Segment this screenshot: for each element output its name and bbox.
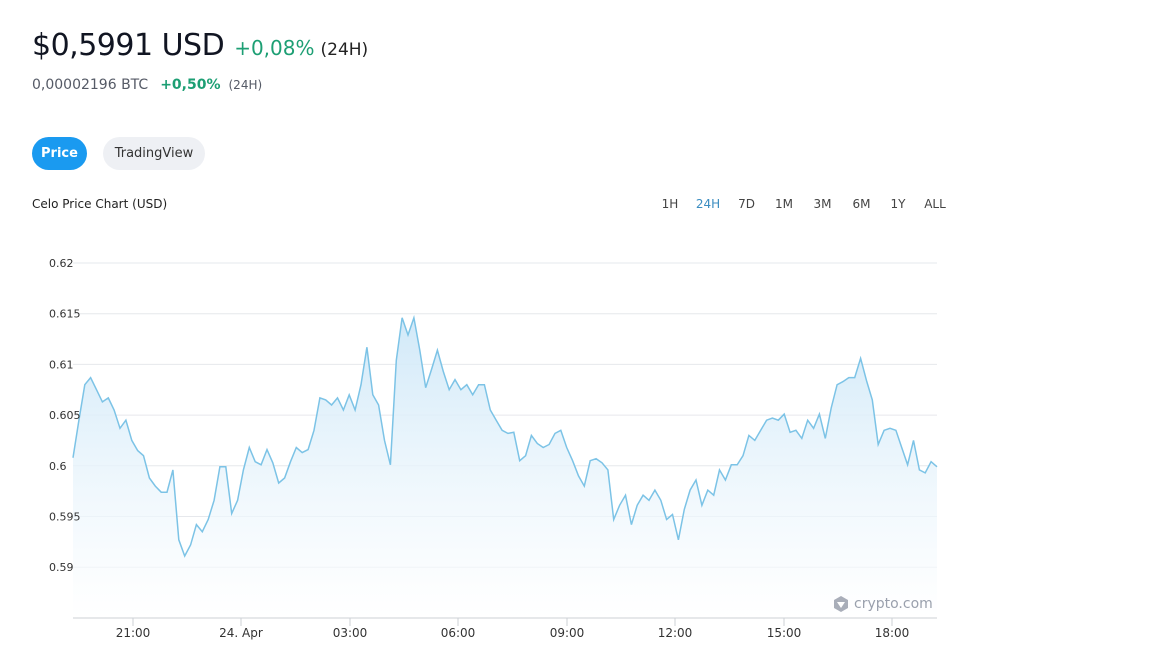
y-tick-label: 0.605 <box>49 409 81 422</box>
price-line <box>72 314 938 558</box>
x-tick-label: 21:00 <box>116 626 151 640</box>
tab-price[interactable]: Price <box>32 137 87 170</box>
btc-price-row: 0,00002196 BTC +0,50% (24H) <box>32 77 262 93</box>
y-tick-label: 0.615 <box>49 308 81 321</box>
y-tick-label: 0.62 <box>49 257 74 270</box>
btc-price: 0,00002196 BTC <box>32 77 149 93</box>
range-1h[interactable]: 1H <box>661 197 679 211</box>
y-tick-label: 0.59 <box>49 561 74 574</box>
watermark-text: crypto.com <box>854 596 933 612</box>
x-tick-label: 18:00 <box>875 626 910 640</box>
y-tick-label: 0.595 <box>49 511 81 524</box>
range-1y[interactable]: 1Y <box>890 197 906 211</box>
usd-price: $0,5991 USD <box>32 28 225 63</box>
y-tick-label: 0.61 <box>49 358 74 371</box>
range-7d[interactable]: 7D <box>738 197 755 211</box>
range-all[interactable]: ALL <box>924 197 946 211</box>
chart-title: Celo Price Chart (USD) <box>32 197 168 211</box>
x-tick-label: 09:00 <box>550 626 585 640</box>
range-3m[interactable]: 3M <box>813 197 832 211</box>
btc-change: +0,50% <box>160 77 221 93</box>
range-selector: 1H 24H 7D 1M 3M 6M 1Y ALL <box>652 197 955 211</box>
x-tick-label: 12:00 <box>658 626 693 640</box>
usd-period: (24H) <box>320 40 369 60</box>
crypto-com-watermark: crypto.com <box>832 595 933 613</box>
range-1m[interactable]: 1M <box>775 197 793 211</box>
x-tick-label: 06:00 <box>441 626 476 640</box>
usd-change: +0,08% <box>234 36 315 60</box>
range-24h[interactable]: 24H <box>695 197 721 211</box>
x-tick-label: 03:00 <box>333 626 368 640</box>
price-header: $0,5991 USD +0,08% (24H) <box>32 28 368 63</box>
btc-period: (24H) <box>228 78 263 92</box>
crypto-com-logo-icon <box>834 596 848 612</box>
x-tick-label: 15:00 <box>767 626 802 640</box>
range-6m[interactable]: 6M <box>852 197 871 211</box>
tab-tradingview[interactable]: TradingView <box>103 137 205 170</box>
y-tick-label: 0.6 <box>49 460 67 473</box>
price-area <box>73 317 937 618</box>
x-tick-label: 24. Apr <box>219 626 263 640</box>
